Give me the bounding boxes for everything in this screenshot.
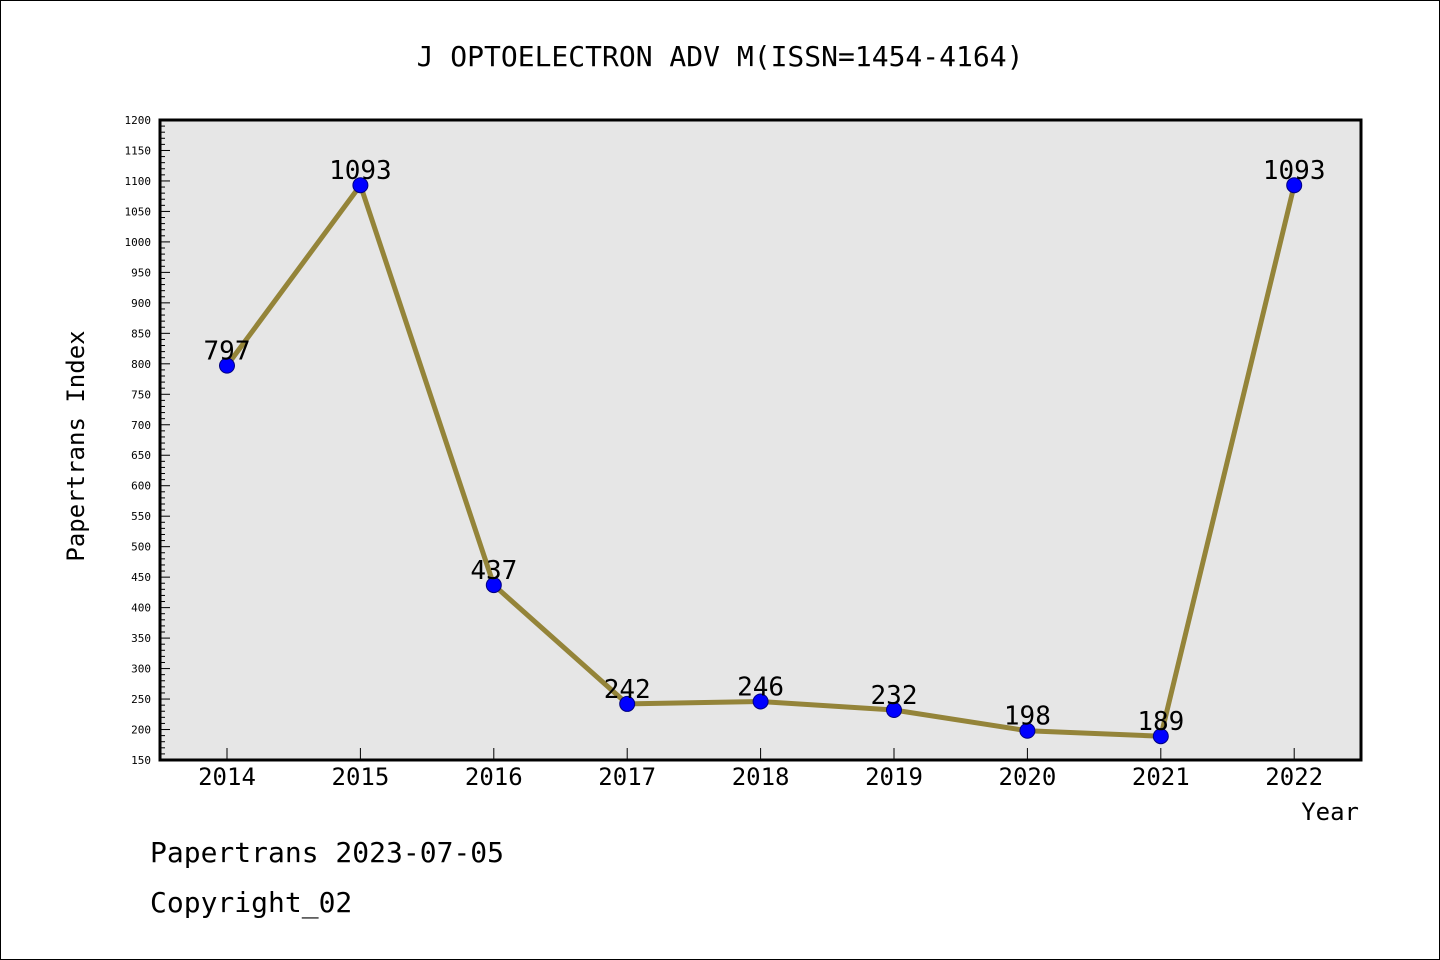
data-point (1286, 177, 1303, 194)
x-tick-label: 2022 (1265, 763, 1323, 791)
y-tick-label: 450 (131, 571, 151, 584)
y-tick-label: 200 (131, 724, 151, 737)
data-label: 246 (737, 672, 784, 702)
x-tick-label: 2020 (999, 763, 1057, 791)
y-tick-label: 400 (131, 602, 151, 615)
data-point (1019, 722, 1036, 739)
data-point (352, 177, 369, 194)
y-tick-label: 300 (131, 663, 151, 676)
y-tick-label: 1150 (125, 144, 152, 157)
y-tick-label: 1100 (125, 175, 152, 188)
x-tick-label: 2016 (465, 763, 523, 791)
footer-date: Papertrans 2023-07-05 (150, 836, 505, 869)
x-tick-label: 2019 (865, 763, 923, 791)
y-axis-title: Papertrans Index (62, 330, 90, 561)
chart-title: J OPTOELECTRON ADV M(ISSN=1454-4164) (417, 40, 1024, 73)
y-tick-label: 750 (131, 388, 151, 401)
series-layer: 797 1093 437 242 246 232 198 189 1093 (204, 156, 1326, 745)
x-tick-label: 2021 (1132, 763, 1190, 791)
y-tick-label: 600 (131, 480, 151, 493)
y-tick-label: 500 (131, 541, 151, 554)
x-tick-label: 2014 (198, 763, 256, 791)
y-tick-label: 1200 (125, 114, 152, 127)
x-axis-title: Year (1301, 798, 1359, 826)
y-tick-label: 1050 (125, 205, 152, 218)
x-axis: 2014 2015 2016 2017 2018 2019 2020 2021 2022 (198, 748, 1323, 791)
data-label: 242 (604, 675, 651, 705)
data-label: 1093 (1263, 156, 1326, 186)
data-label: 232 (871, 681, 918, 711)
y-tick-label: 950 (131, 266, 151, 279)
y-tick-label: 250 (131, 693, 151, 706)
data-label: 437 (470, 556, 517, 586)
x-tick-label: 2015 (332, 763, 390, 791)
data-point (485, 577, 502, 594)
data-label: 1093 (329, 156, 392, 186)
data-point (886, 702, 902, 719)
footer-copyright: Copyright_02 (150, 886, 353, 919)
y-tick-label: 150 (131, 754, 151, 767)
y-tick-label: 550 (131, 510, 151, 523)
y-tick-label: 800 (131, 358, 151, 371)
y-tick-label: 350 (131, 632, 151, 645)
data-point (1152, 728, 1169, 745)
data-point (619, 695, 636, 712)
y-axis: 150 200 250 300 350 400 450 500 550 600 650 700 750 8… (125, 114, 170, 767)
y-tick-label: 650 (131, 449, 151, 462)
data-point (219, 357, 235, 374)
y-tick-label: 900 (131, 297, 151, 310)
y-tick-label: 700 (131, 419, 151, 432)
y-tick-label: 1000 (125, 236, 152, 249)
data-label: 797 (204, 337, 251, 367)
x-tick-label: 2017 (598, 763, 656, 791)
data-label: 198 (1004, 702, 1051, 732)
x-tick-label: 2018 (732, 763, 790, 791)
y-tick-label: 850 (131, 327, 151, 340)
data-point (752, 693, 769, 710)
data-label: 189 (1137, 707, 1184, 737)
plot-area (158, 118, 1363, 762)
